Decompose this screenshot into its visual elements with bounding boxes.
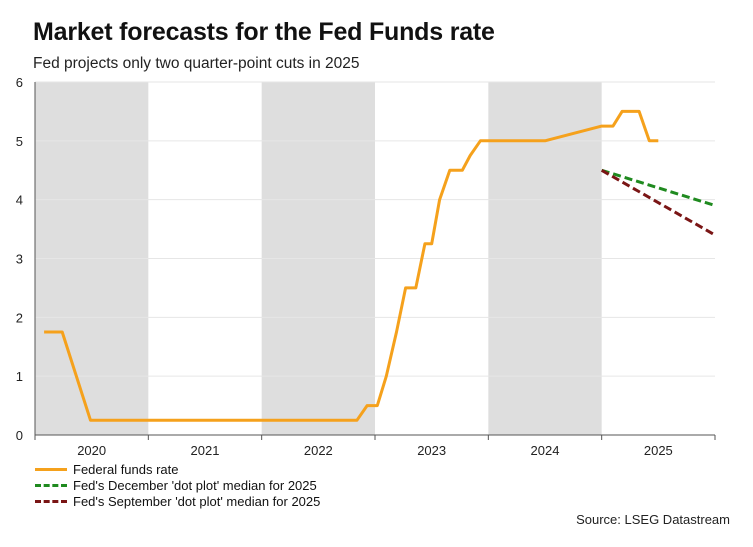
legend: Federal funds rate Fed's December 'dot p… — [35, 461, 320, 509]
legend-swatch-september-dot-plot — [35, 499, 67, 503]
series-lines — [44, 109, 716, 422]
legend-label: Fed's September 'dot plot' median for 20… — [73, 493, 321, 509]
legend-item: Federal funds rate — [35, 461, 320, 477]
axes: 0 1 2 3 4 5 6 2020 2021 2022 2023 2024 2025 — [16, 75, 716, 458]
legend-label: Federal funds rate — [73, 461, 179, 477]
x-tick-label: 2022 — [304, 443, 333, 458]
x-tick-label: 2024 — [531, 443, 560, 458]
series-line-2 — [600, 168, 716, 237]
chart-subtitle: Fed projects only two quarter-point cuts… — [33, 55, 360, 72]
legend-label: Fed's December 'dot plot' median for 202… — [73, 477, 317, 493]
y-tick-label: 4 — [16, 193, 23, 208]
y-tick-label: 5 — [16, 134, 23, 149]
y-tick-label: 0 — [16, 428, 23, 443]
gridlines — [35, 81, 715, 377]
y-tick-label: 2 — [16, 310, 23, 325]
x-tick-label: 2021 — [191, 443, 220, 458]
chart-title: Market forecasts for the Fed Funds rate — [33, 18, 495, 46]
y-tick-label: 1 — [16, 369, 23, 384]
series-line-1 — [601, 168, 716, 207]
series-line-0 — [44, 109, 659, 422]
legend-swatch-federal-funds — [35, 467, 67, 471]
legend-swatch-december-dot-plot — [35, 483, 67, 487]
y-tick-label: 3 — [16, 252, 23, 267]
legend-item: Fed's September 'dot plot' median for 20… — [35, 493, 320, 509]
x-tick-label: 2020 — [77, 443, 106, 458]
y-tick-label: 6 — [16, 75, 23, 90]
x-tick-label: 2023 — [417, 443, 446, 458]
source-note: Source: LSEG Datastream — [576, 512, 730, 527]
x-tick-label: 2025 — [644, 443, 673, 458]
legend-item: Fed's December 'dot plot' median for 202… — [35, 477, 320, 493]
